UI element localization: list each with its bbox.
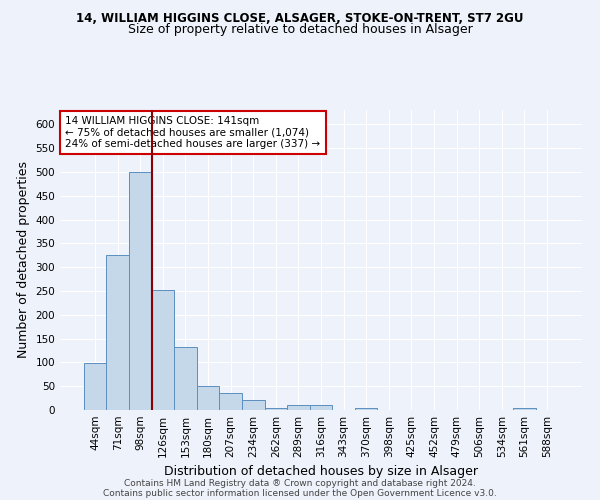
Bar bbox=[355, 408, 377, 410]
Bar bbox=[129, 172, 152, 410]
X-axis label: Distribution of detached houses by size in Alsager: Distribution of detached houses by size … bbox=[164, 466, 478, 478]
Bar bbox=[242, 400, 265, 410]
Bar bbox=[220, 394, 242, 410]
Bar bbox=[152, 290, 174, 410]
Text: Contains public sector information licensed under the Open Government Licence v3: Contains public sector information licen… bbox=[103, 488, 497, 498]
Bar bbox=[287, 405, 310, 410]
Text: Size of property relative to detached houses in Alsager: Size of property relative to detached ho… bbox=[128, 22, 472, 36]
Bar bbox=[265, 408, 287, 410]
Bar bbox=[174, 346, 197, 410]
Bar bbox=[197, 386, 220, 410]
Bar bbox=[513, 408, 536, 410]
Bar bbox=[84, 364, 106, 410]
Text: 14 WILLIAM HIGGINS CLOSE: 141sqm
← 75% of detached houses are smaller (1,074)
24: 14 WILLIAM HIGGINS CLOSE: 141sqm ← 75% o… bbox=[65, 116, 320, 149]
Y-axis label: Number of detached properties: Number of detached properties bbox=[17, 162, 30, 358]
Bar bbox=[310, 405, 332, 410]
Bar bbox=[106, 255, 129, 410]
Text: Contains HM Land Registry data ® Crown copyright and database right 2024.: Contains HM Land Registry data ® Crown c… bbox=[124, 478, 476, 488]
Text: 14, WILLIAM HIGGINS CLOSE, ALSAGER, STOKE-ON-TRENT, ST7 2GU: 14, WILLIAM HIGGINS CLOSE, ALSAGER, STOK… bbox=[76, 12, 524, 26]
